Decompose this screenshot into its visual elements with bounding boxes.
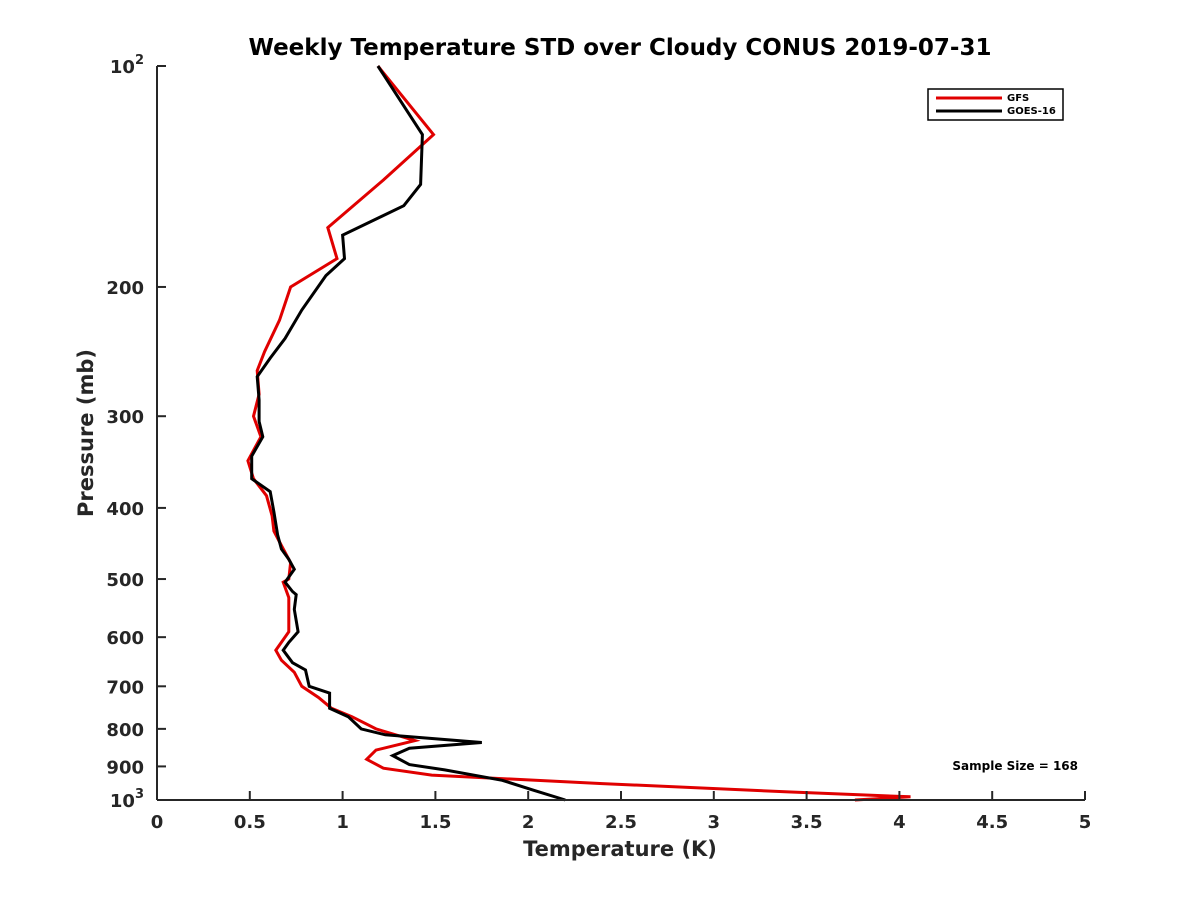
plot-area	[246, 65, 911, 802]
x-tick-label: 4.5	[976, 812, 1008, 833]
x-tick-label: 4	[893, 812, 906, 833]
x-tick-label: 3	[708, 812, 721, 833]
series-line-goes16	[250, 65, 566, 802]
x-tick-label: 0	[151, 812, 164, 833]
x-tick-label: 2.5	[605, 812, 637, 833]
y-tick-label: 102	[110, 53, 144, 78]
y-tick-label: 800	[106, 720, 144, 741]
y-tick-label: 200	[106, 278, 144, 299]
y-tick-label: 103	[110, 787, 144, 812]
x-tick-label: 2	[522, 812, 535, 833]
x-tick-label: 0.5	[234, 812, 266, 833]
series-line-gfs	[246, 65, 911, 802]
y-axis-ticks: 102 200 300 400 500 600 700 800 900 103	[106, 53, 166, 812]
x-tick-label: 5	[1079, 812, 1092, 833]
y-tick-label: 700	[106, 677, 144, 698]
x-axis-ticks: 0 0.5 1 1.5 2 2.5 3 3.5 4 4.5 5	[151, 791, 1092, 833]
legend-label-goes16: GOES-16	[1007, 106, 1056, 117]
legend: GFS GOES-16	[927, 88, 1064, 121]
y-tick-label: 900	[106, 757, 144, 778]
sample-size-annotation: Sample Size = 168	[952, 759, 1078, 773]
chart-title: Weekly Temperature STD over Cloudy CONUS…	[249, 35, 992, 61]
y-axis-label: Pressure (mb)	[74, 349, 98, 517]
y-tick-label: 300	[106, 407, 144, 428]
x-tick-label: 3.5	[791, 812, 823, 833]
x-tick-label: 1.5	[419, 812, 451, 833]
legend-box	[927, 88, 1064, 121]
y-tick-label: 500	[106, 570, 144, 591]
legend-label-gfs: GFS	[1007, 93, 1029, 104]
x-tick-label: 1	[336, 812, 349, 833]
y-tick-label: 400	[106, 499, 144, 520]
y-tick-label: 600	[106, 628, 144, 649]
x-axis-label: Temperature (K)	[523, 837, 717, 861]
